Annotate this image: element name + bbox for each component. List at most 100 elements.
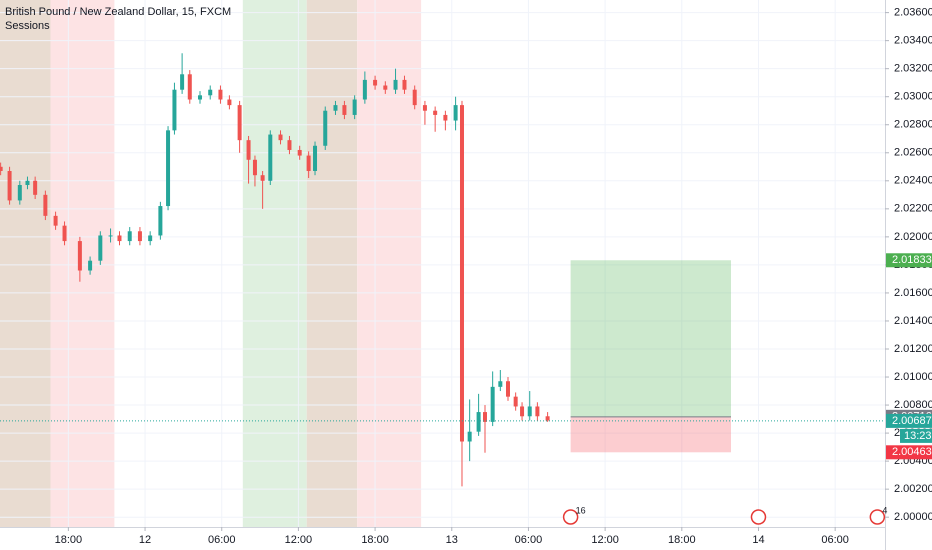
y-tick-label: 2.00800 [894, 399, 932, 411]
candle-body [520, 406, 525, 417]
x-tick-label: 13 [446, 534, 458, 546]
candle-body [362, 79, 367, 100]
candle-body [373, 79, 378, 86]
x-tick-label: 18:00 [55, 534, 83, 546]
y-tick-label: 2.02000 [894, 231, 932, 243]
x-tick-label: 18:00 [361, 534, 389, 546]
y-tick-label: 2.02600 [894, 147, 932, 159]
y-tick-label: 2.03400 [894, 35, 932, 47]
y-tick-label: 2.03600 [894, 7, 932, 19]
candle-body [218, 89, 223, 100]
x-tick-label: 12:00 [285, 534, 313, 546]
candle-body [62, 225, 67, 242]
event-count: 16 [576, 505, 586, 515]
candle-body [513, 396, 518, 407]
candle-body [535, 406, 540, 417]
candle-body [402, 79, 407, 90]
stop-zone [570, 416, 732, 453]
candle-body [333, 105, 338, 111]
candle-body [527, 406, 532, 417]
candle-body [490, 386, 495, 422]
y-tick-label: 2.03200 [894, 63, 932, 75]
candle-body [0, 166, 3, 171]
event-icon[interactable] [562, 509, 579, 525]
candle-body [137, 231, 142, 242]
candle-body [117, 235, 122, 242]
candle-body [237, 105, 242, 141]
candle-body [467, 431, 472, 442]
y-tick-label: 2.00200 [894, 483, 932, 495]
candle-body [198, 95, 203, 100]
event-count: 4 [882, 505, 887, 515]
candle-body [476, 412, 481, 432]
candle-body [505, 381, 510, 397]
candle-body [313, 145, 318, 171]
candle-body [148, 235, 153, 242]
y-tick-label: 2.01600 [894, 287, 932, 299]
y-tick-label: 2.01000 [894, 371, 932, 383]
candle-body [180, 74, 185, 90]
x-tick-label: 06:00 [515, 534, 543, 546]
session-band [357, 0, 422, 527]
y-tick-label: 2.00000 [894, 511, 932, 523]
candle-body [260, 175, 265, 181]
candle-body [268, 134, 273, 181]
target-zone [570, 260, 732, 417]
indicator-name: Sessions [5, 20, 50, 32]
y-tick-label: 2.01400 [894, 315, 932, 327]
candle-body [208, 89, 213, 96]
y-tick-label: 2.02400 [894, 175, 932, 187]
candle-body [443, 114, 448, 121]
x-tick-label: 18:00 [668, 534, 696, 546]
event-icon[interactable] [750, 509, 767, 525]
candle-body [323, 110, 328, 146]
candle-body [187, 74, 192, 100]
candle-body [433, 110, 438, 115]
stop-label: 2.00463 [892, 446, 932, 458]
x-tick-label: 06:00 [208, 534, 236, 546]
candle-body [422, 105, 427, 111]
candle-body [88, 260, 93, 271]
candle-body [43, 194, 48, 216]
x-tick-label: 12:00 [591, 534, 619, 546]
x-tick-label: 06:00 [821, 534, 849, 546]
chart-title: British Pound / New Zealand Dollar, 15, … [5, 6, 231, 18]
candle-body [287, 140, 292, 150]
candle-body [545, 416, 550, 421]
candle-body [412, 89, 417, 106]
candle-body [77, 241, 82, 271]
candle-body [7, 170, 12, 201]
candle-body [498, 381, 503, 387]
candle-body [453, 105, 458, 121]
candle-body [166, 130, 171, 207]
session-band [306, 0, 358, 527]
candle-body [352, 99, 357, 115]
candle-body [172, 89, 177, 131]
session-band [0, 0, 51, 527]
candle-body [342, 105, 347, 115]
y-tick-label: 2.01200 [894, 343, 932, 355]
candle-body [459, 105, 464, 442]
candle-body [383, 85, 388, 90]
candle-body [98, 235, 103, 261]
candle-body [306, 155, 311, 171]
y-tick-label: 2.02200 [894, 203, 932, 215]
countdown-tag [900, 428, 932, 443]
candle-body [227, 99, 232, 106]
countdown-label: 13:23 [904, 430, 932, 442]
candle-body [25, 180, 30, 186]
candle-body [17, 185, 22, 201]
x-tick-label: 12 [139, 534, 151, 546]
candle-body [33, 180, 38, 195]
candle-body [158, 206, 163, 236]
event-icon[interactable] [869, 509, 886, 525]
candle-body [393, 79, 398, 90]
candle-body [482, 412, 487, 422]
candle-body [53, 215, 58, 226]
last-price-label: 2.00687 [892, 415, 932, 427]
x-tick-label: 14 [752, 534, 764, 546]
stop-tag [886, 445, 932, 460]
candle-body [127, 231, 132, 242]
